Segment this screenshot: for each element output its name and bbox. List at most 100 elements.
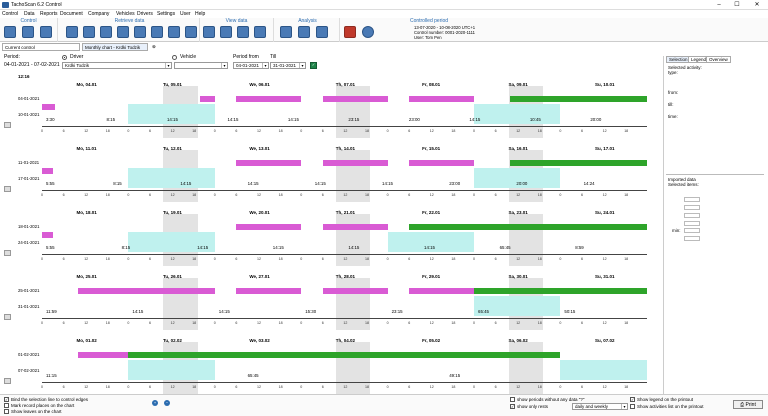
show-rests-checkbox[interactable]: ✓ <box>510 404 515 409</box>
activities-printout-checkbox[interactable] <box>630 404 635 409</box>
rest-segment[interactable] <box>128 232 215 252</box>
items-field[interactable] <box>684 197 700 202</box>
save-control-icon[interactable] <box>40 26 52 38</box>
driving-segment[interactable] <box>322 96 388 102</box>
driving-segment[interactable] <box>42 168 53 174</box>
open-control-icon[interactable] <box>22 26 34 38</box>
report-icon[interactable] <box>316 26 328 38</box>
maximize-button[interactable]: ☐ <box>734 2 740 8</box>
work-segment[interactable] <box>474 224 561 230</box>
vehicle-select[interactable]: ▾ <box>174 62 228 69</box>
bind-selection-checkbox[interactable]: ✓ <box>4 397 9 402</box>
driving-segment[interactable] <box>236 224 302 230</box>
items-field[interactable] <box>684 236 700 241</box>
menu-control[interactable]: Control <box>2 11 19 17</box>
items-field[interactable] <box>684 205 700 210</box>
show-periods-checkbox[interactable] <box>510 397 515 402</box>
work-segment[interactable] <box>560 96 647 102</box>
work-segment[interactable] <box>409 224 474 230</box>
driving-segment[interactable] <box>409 160 474 166</box>
driving-segment[interactable] <box>42 104 55 110</box>
period-from-field[interactable]: 04-01-2021 ▾ <box>233 62 269 69</box>
items-field[interactable] <box>684 221 700 226</box>
items-field[interactable] <box>684 213 700 218</box>
menu-vehicles[interactable]: Vehicles <box>116 11 135 17</box>
menu-user[interactable]: User <box>180 11 191 17</box>
till-field[interactable]: 31-01-2021 ▾ <box>270 62 306 69</box>
driver-radio[interactable] <box>62 55 67 60</box>
week-expand-button[interactable] <box>4 314 11 320</box>
zoom-in-icon[interactable]: + <box>152 400 158 406</box>
alert-icon[interactable] <box>344 26 356 38</box>
driving-segment[interactable] <box>409 288 474 294</box>
menu-company[interactable]: Company <box>88 11 110 17</box>
week-expand-button[interactable] <box>4 186 11 192</box>
file-icon[interactable] <box>151 26 163 38</box>
tab-current-control[interactable]: Current control <box>2 43 80 51</box>
week-expand-button[interactable] <box>4 250 11 256</box>
week-expand-button[interactable] <box>4 378 11 384</box>
card-reader-icon[interactable] <box>66 26 78 38</box>
driving-segment[interactable] <box>409 96 474 102</box>
driving-segment[interactable] <box>236 160 302 166</box>
usb-icon[interactable] <box>117 26 129 38</box>
work-segment[interactable] <box>128 352 215 358</box>
work-segment[interactable] <box>510 160 561 166</box>
work-segment[interactable] <box>560 160 647 166</box>
rest-segment[interactable] <box>474 296 561 316</box>
driving-segment[interactable] <box>322 288 388 294</box>
work-segment[interactable] <box>387 352 474 358</box>
work-segment[interactable] <box>560 224 647 230</box>
menu-data[interactable]: Data <box>24 11 35 17</box>
archive-icon[interactable] <box>185 26 197 38</box>
menu-reports[interactable]: Reports <box>40 11 58 17</box>
graph-icon[interactable] <box>220 26 232 38</box>
chart-icon[interactable] <box>203 26 215 38</box>
work-segment[interactable] <box>510 96 561 102</box>
rest-segment[interactable] <box>128 104 215 124</box>
list-icon[interactable] <box>237 26 249 38</box>
infringements-icon[interactable] <box>280 26 292 38</box>
driver-select[interactable]: Krdki Todzik ▾ <box>62 62 172 69</box>
power-icon[interactable] <box>362 26 374 38</box>
menu-drivers[interactable]: Drivers <box>137 11 153 17</box>
new-control-icon[interactable] <box>4 26 16 38</box>
rest-segment[interactable] <box>128 168 215 188</box>
menu-settings[interactable]: Settings <box>157 11 176 17</box>
driving-segment[interactable] <box>78 352 129 358</box>
rest-type-select[interactable]: daily and weekly ▾ <box>572 403 628 410</box>
menu-help[interactable]: Help <box>195 11 206 17</box>
work-segment[interactable] <box>214 352 302 358</box>
work-segment[interactable] <box>560 288 647 294</box>
work-segment[interactable] <box>474 352 561 358</box>
minimize-button[interactable]: – <box>717 2 721 8</box>
tab-monthly-chart[interactable]: Monthly chart - Krdki Todzik <box>82 43 148 51</box>
rest-segment[interactable] <box>128 360 215 380</box>
tab-overview[interactable]: Overview <box>706 56 731 63</box>
week-expand-button[interactable] <box>4 122 11 128</box>
driving-segment[interactable] <box>128 288 215 294</box>
items-field[interactable] <box>684 228 700 233</box>
mark-record-checkbox[interactable] <box>4 403 9 408</box>
vehicle-radio[interactable] <box>172 55 177 60</box>
driving-segment[interactable] <box>322 160 388 166</box>
driving-segment[interactable] <box>78 288 129 294</box>
work-segment[interactable] <box>474 288 561 294</box>
driving-segment[interactable] <box>236 96 302 102</box>
driving-segment[interactable] <box>236 288 302 294</box>
tab-selection[interactable]: Selection <box>666 56 691 63</box>
printer-data-icon[interactable] <box>134 26 146 38</box>
download-icon[interactable] <box>83 26 95 38</box>
close-button[interactable]: ✕ <box>754 2 760 8</box>
vehicle-unit-icon[interactable] <box>100 26 112 38</box>
driving-segment[interactable] <box>200 96 215 102</box>
law-icon[interactable] <box>298 26 310 38</box>
print-button[interactable]: ⎙ Print <box>733 400 763 409</box>
legend-printout-checkbox[interactable]: ✓ <box>630 397 635 402</box>
folder-icon[interactable] <box>168 26 180 38</box>
rest-segment[interactable] <box>474 104 561 124</box>
rest-segment[interactable] <box>560 360 647 380</box>
menu-document[interactable]: Document <box>60 11 83 17</box>
close-tab-icon[interactable]: ⊗ <box>152 44 156 49</box>
show-leaves-checkbox[interactable] <box>4 409 9 414</box>
